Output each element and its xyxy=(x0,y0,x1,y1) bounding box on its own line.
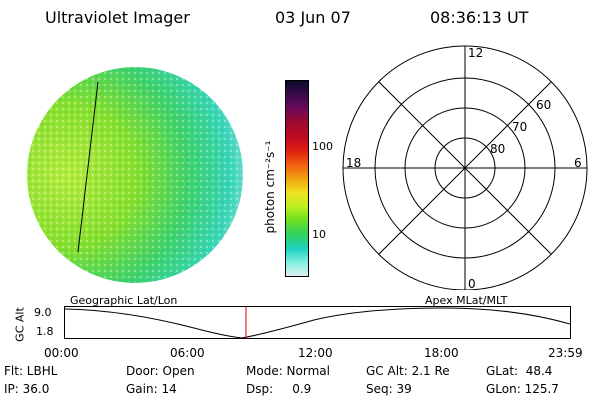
xtick-0000: 00:00 xyxy=(44,346,79,360)
altitude-track-plot xyxy=(64,306,571,339)
mlt-18-label: 18 xyxy=(346,156,361,170)
status-gc-alt: GC Alt: 2.1 Re xyxy=(366,364,450,378)
mlt-12-label: 12 xyxy=(468,46,483,60)
status-seq: Seq: 39 xyxy=(366,382,412,396)
xtick-1800: 18:00 xyxy=(424,346,459,360)
track-ymax: 9.0 xyxy=(34,306,52,319)
lat-60-label: 60 xyxy=(536,98,551,112)
status-filter: Flt: LBHL xyxy=(4,364,58,378)
lat-80-label: 80 xyxy=(490,142,505,156)
mlt-0-label: 0 xyxy=(468,277,476,290)
colorbar xyxy=(285,80,309,277)
date-label: 03 Jun 07 xyxy=(275,8,351,27)
track-ymin: 1.8 xyxy=(36,325,54,338)
status-gain: Gain: 14 xyxy=(126,382,177,396)
status-dsp: Dsp: 0.9 xyxy=(246,382,312,396)
track-frame xyxy=(64,306,571,339)
xtick-1200: 12:00 xyxy=(298,346,333,360)
xtick-0600: 06:00 xyxy=(170,346,205,360)
noise-texture xyxy=(27,67,243,283)
instrument-title: Ultraviolet Imager xyxy=(45,8,190,27)
colorbar-tick-10: 10 xyxy=(312,228,326,241)
status-ip: IP: 36.0 xyxy=(4,382,50,396)
status-mode: Mode: Normal xyxy=(246,364,330,378)
track-left-title: Geographic Lat/Lon xyxy=(70,294,178,307)
colorbar-tick-100: 100 xyxy=(312,140,333,153)
altitude-curve xyxy=(64,307,571,339)
status-door: Door: Open xyxy=(126,364,195,378)
diag-2 xyxy=(378,81,552,255)
status-glon: GLon: 125.7 xyxy=(486,382,559,396)
mlt-6-label: 6 xyxy=(574,156,582,170)
xtick-2359: 23:59 xyxy=(548,346,583,360)
lat-70-label: 70 xyxy=(512,120,527,134)
time-label: 08:36:13 UT xyxy=(430,8,529,27)
track-ylabel: GC Alt xyxy=(13,307,27,342)
uv-earth-image xyxy=(27,67,243,283)
polar-grid: 12 18 6 0 60 70 80 xyxy=(342,45,588,290)
terminator-line xyxy=(77,81,99,253)
colorbar-unit-label: photon cm⁻²s⁻¹ xyxy=(263,140,277,234)
track-right-title: Apex MLat/MLT xyxy=(425,294,508,307)
status-glat: GLat: 48.4 xyxy=(486,364,553,378)
colorbar-gradient xyxy=(286,81,308,276)
